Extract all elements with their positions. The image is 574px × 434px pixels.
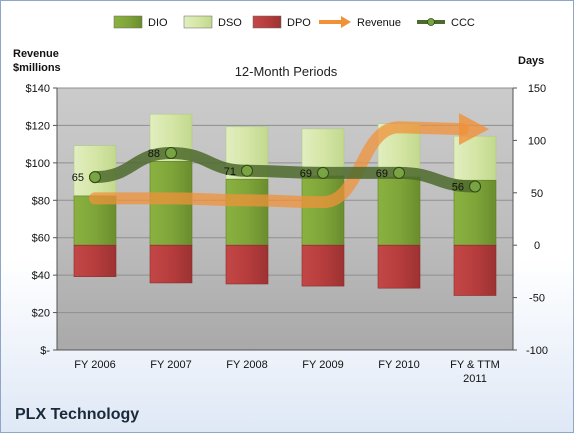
company-name: PLX Technology <box>15 406 140 423</box>
y-right-tick-label-5: 150 <box>528 83 546 95</box>
ccc-marker-0 <box>89 171 101 184</box>
y-left-axis-label-line-2: $millions <box>13 62 61 74</box>
x-tick-label-3: FY 2009 <box>302 359 343 371</box>
ccc-data-label-0: 65 <box>72 172 84 184</box>
ccc-line: 65 88 71 69 69 56 <box>72 146 481 194</box>
ccc-data-label-2: 71 <box>224 166 236 178</box>
legend-label-dpo: DPO <box>287 17 311 29</box>
bar-dpo-4 <box>377 244 421 289</box>
ccc-data-label-4: 69 <box>376 168 388 180</box>
legend-swatch-dpo <box>252 15 282 29</box>
ccc-marker-5 <box>469 180 481 193</box>
y-right-tick-label-0: -100 <box>526 345 548 357</box>
x-tick-label-4: FY 2010 <box>378 359 419 371</box>
revenue-arrow-shaft <box>89 121 469 209</box>
y-left-axis-label-line-1: Revenue <box>13 48 59 60</box>
chart-title: 12-Month Periods <box>235 64 338 79</box>
axes: $- $20 $40 $60 $80 $100 $120 $140 -100 -50 0 50 100 1… <box>26 83 549 385</box>
bar-dio-2 <box>225 178 269 246</box>
ccc-marker-4 <box>393 166 405 179</box>
ccc-marker-2 <box>241 164 253 177</box>
legend-label-revenue: Revenue <box>357 17 401 29</box>
ccc-line-path <box>89 146 481 193</box>
bar-dpo-5 <box>453 244 497 296</box>
legend-swatch-dio <box>113 15 143 29</box>
ccc-marker-1 <box>165 146 177 159</box>
y-left-tick-label-1: $20 <box>32 308 50 320</box>
bar-dio-4 <box>377 176 421 246</box>
y-left-tick-label-4: $80 <box>32 195 50 207</box>
legend-label-ccc: CCC <box>451 17 475 29</box>
ccc-data-label-1: 88 <box>148 148 160 160</box>
y-left-tick-label-7: $140 <box>26 83 50 95</box>
x-tick-label-5: FY & TTM <box>450 359 500 371</box>
y-right-tick-label-1: -50 <box>529 293 545 305</box>
legend-swatch-ccc-marker <box>427 18 435 26</box>
ccc-data-label-5: 56 <box>452 182 464 194</box>
ccc-data-label-3: 69 <box>300 168 312 180</box>
y-left-tick-label-2: $40 <box>32 270 50 282</box>
ccc-marker-3 <box>317 166 329 179</box>
x-tick-label-0: FY 2006 <box>74 359 115 371</box>
legend-label-dio: DIO <box>148 17 168 29</box>
y-left-tick-label-6: $120 <box>26 120 50 132</box>
bar-dpo-3 <box>301 244 345 287</box>
x-tick-label-5-line-1: 2011 <box>463 373 487 385</box>
legend: DIO DSO DPO Revenue CCC <box>113 15 475 29</box>
revenue-arrow <box>89 113 489 209</box>
y-right-tick-label-3: 50 <box>531 188 543 200</box>
x-tick-label-2: FY 2008 <box>226 359 267 371</box>
y-left-tick-label-5: $100 <box>26 158 50 170</box>
x-tick-label-1: FY 2007 <box>150 359 191 371</box>
bar-dpo-1 <box>149 244 193 284</box>
bar-dpo-2 <box>225 244 269 285</box>
y-left-tick-label-3: $60 <box>32 233 50 245</box>
bar-dpo-0 <box>73 244 117 277</box>
y-left-tick-label-0: $- <box>40 345 50 357</box>
y-right-tick-label-2: 0 <box>534 240 540 252</box>
revenue-arrow-head <box>459 113 489 146</box>
legend-swatch-dso <box>183 15 213 29</box>
legend-label-dso: DSO <box>218 17 242 29</box>
bar-dio-3 <box>301 175 345 246</box>
y-right-axis-label: Days <box>518 55 544 67</box>
y-right-tick-label-4: 100 <box>528 135 546 147</box>
legend-swatch-revenue <box>319 16 351 28</box>
